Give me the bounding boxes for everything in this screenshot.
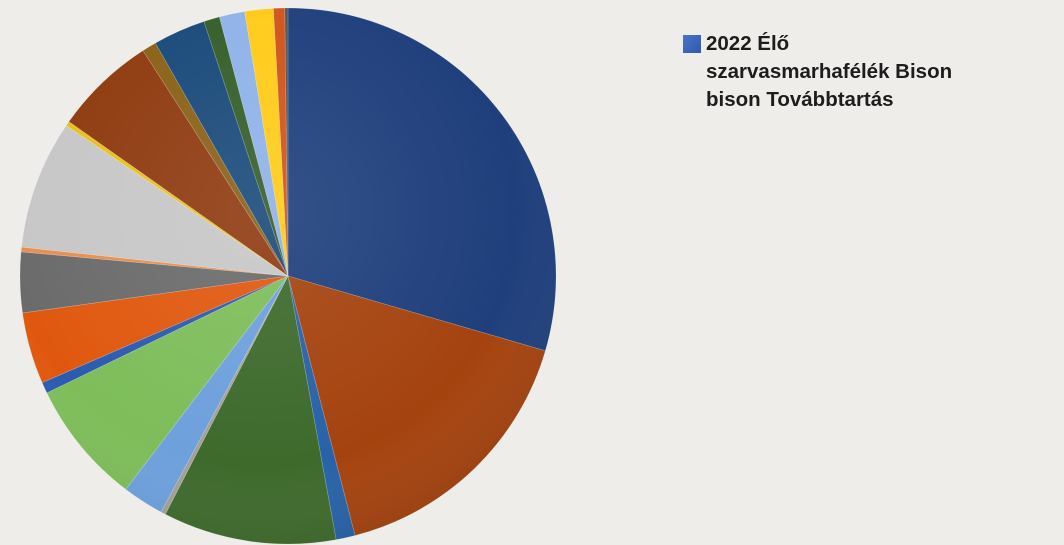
legend-label: 2022 Élő szarvasmarhafélék Bison bison T… bbox=[706, 32, 953, 111]
legend-swatch bbox=[683, 35, 701, 53]
legend: 2022 Élő szarvasmarhafélék Bison bison T… bbox=[683, 30, 1063, 114]
pie-slices bbox=[19, 7, 557, 545]
legend-entry[interactable]: 2022 Élő szarvasmarhafélék Bison bison T… bbox=[683, 30, 1063, 114]
